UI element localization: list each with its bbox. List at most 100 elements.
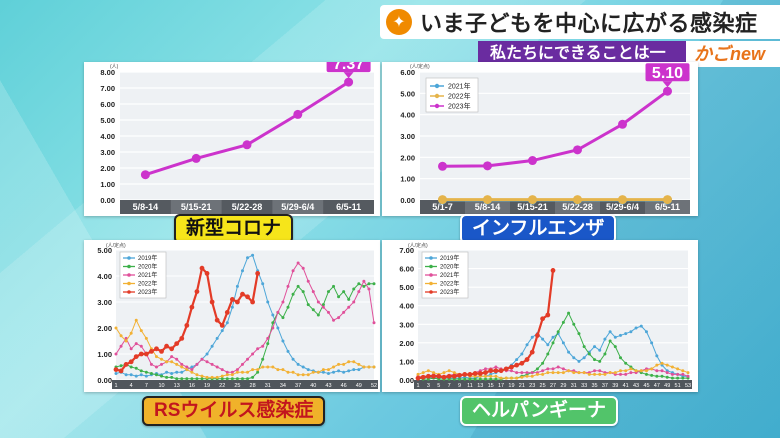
x-tick-label: 40 <box>310 383 316 389</box>
x-tick-label: 9 <box>458 383 461 389</box>
chart-title-herpangina: ヘルパンギーナ <box>460 396 618 426</box>
data-point <box>134 366 138 370</box>
x-tick-label: 52 <box>371 383 377 389</box>
data-point <box>573 145 582 155</box>
data-point <box>266 336 270 340</box>
data-point <box>551 371 555 375</box>
data-point <box>587 352 591 356</box>
data-point <box>180 370 184 374</box>
data-point <box>246 377 250 381</box>
x-tick-label: 29 <box>560 383 566 389</box>
data-point <box>634 326 638 330</box>
data-point <box>498 368 504 374</box>
data-point <box>134 374 138 378</box>
data-point <box>681 369 685 373</box>
data-point <box>165 370 169 374</box>
data-point <box>541 372 545 376</box>
data-point <box>577 359 581 363</box>
data-point <box>431 373 436 379</box>
data-point <box>551 341 555 345</box>
data-point <box>572 356 576 360</box>
x-tick-label: 13 <box>174 383 180 389</box>
data-point <box>530 374 534 378</box>
data-point <box>515 376 519 380</box>
data-point <box>291 357 295 361</box>
data-point <box>311 290 315 294</box>
data-point <box>551 335 555 339</box>
data-point <box>266 365 270 369</box>
data-point <box>230 370 234 374</box>
data-point <box>286 370 290 374</box>
data-point <box>311 370 315 374</box>
data-point <box>572 322 576 326</box>
data-point <box>200 357 204 361</box>
data-point <box>441 374 447 380</box>
x-tick-label: 5/8-14 <box>133 202 159 212</box>
data-point <box>138 351 144 357</box>
data-point <box>170 355 174 359</box>
chart-card-rs-virus: 0.00 1.00 2.00 3.00 4.00 5.00 (人/定点) 1 4 7 10 13 16 1… <box>84 240 380 392</box>
data-point <box>149 349 154 354</box>
data-point <box>639 369 643 373</box>
data-point <box>357 290 361 294</box>
x-tick-label: 6/5-11 <box>336 202 361 212</box>
y-tick-label: 0.00 <box>97 376 112 385</box>
data-point <box>624 369 628 373</box>
data-point <box>210 344 214 348</box>
data-point <box>291 292 295 296</box>
data-point <box>311 308 315 312</box>
data-point <box>174 341 180 346</box>
data-point <box>255 271 261 276</box>
data-point <box>624 332 628 336</box>
data-point <box>134 342 138 346</box>
y-unit-label: (人/定点) <box>410 63 430 70</box>
data-point <box>235 284 239 288</box>
data-point <box>139 329 143 333</box>
data-point <box>655 354 659 358</box>
data-point <box>514 362 520 368</box>
data-point <box>190 377 194 381</box>
data-point <box>573 195 582 205</box>
data-point <box>261 344 265 348</box>
data-point <box>276 368 280 372</box>
data-point <box>357 368 361 372</box>
data-point <box>296 261 300 265</box>
x-tick-label: 22 <box>219 383 225 389</box>
y-unit-label: (人/定点) <box>408 242 428 249</box>
data-point <box>655 369 659 373</box>
data-point <box>438 161 447 171</box>
data-point <box>432 371 436 375</box>
data-point <box>484 374 487 378</box>
data-point <box>519 360 525 366</box>
data-point <box>200 377 204 381</box>
data-point <box>296 284 300 288</box>
data-point <box>372 321 376 325</box>
data-point <box>352 300 356 304</box>
data-point <box>535 333 540 338</box>
data-point <box>372 282 376 286</box>
data-point <box>529 349 535 355</box>
data-point <box>528 156 537 166</box>
y-tick-label: 3.00 <box>400 132 415 141</box>
data-point <box>546 371 550 375</box>
x-axis-band-cell <box>555 200 600 214</box>
data-point <box>191 153 201 163</box>
data-point <box>483 161 492 171</box>
y-tick-label: 2.00 <box>100 164 115 173</box>
y-tick-label: 4.00 <box>100 132 115 141</box>
data-point <box>344 77 354 87</box>
data-point <box>129 347 133 351</box>
data-point <box>540 316 546 322</box>
x-tick-label: 49 <box>356 383 362 389</box>
data-point <box>164 343 169 349</box>
legend-marker <box>429 264 433 269</box>
data-point <box>624 361 628 365</box>
data-point <box>214 317 220 323</box>
y-tick-label: 8.00 <box>100 68 115 77</box>
data-point <box>321 370 325 374</box>
x-tick-label: 53 <box>685 383 691 389</box>
data-point <box>352 368 356 372</box>
data-point <box>650 367 654 371</box>
x-axis-band-cell <box>645 200 690 214</box>
data-point <box>545 312 551 318</box>
